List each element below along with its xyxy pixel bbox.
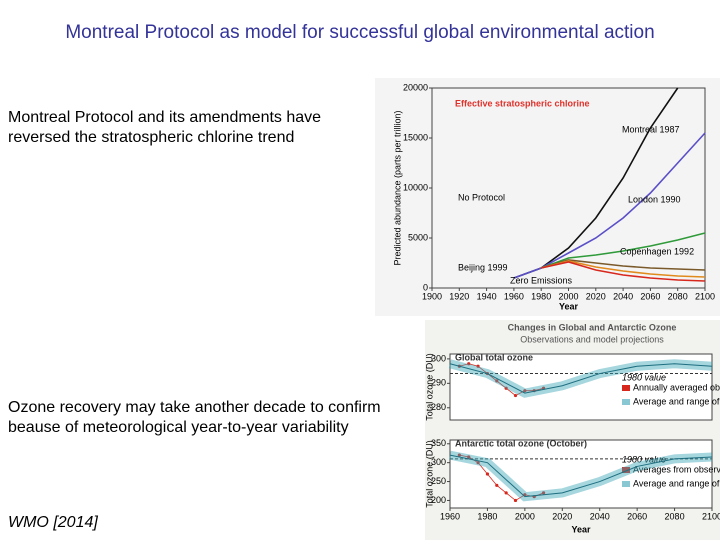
observation-point (495, 379, 499, 383)
y-tick-label: 200 (431, 495, 446, 505)
legend-swatch (622, 385, 630, 391)
plot-frame (449, 439, 713, 509)
chart-title: Effective stratospheric chlorine (455, 98, 590, 108)
y-tick-label: 300 (431, 353, 446, 363)
x-tick-label: 2000 (515, 511, 535, 521)
series-line (449, 363, 713, 394)
y-tick-label: 10000 (403, 182, 428, 192)
series-line (541, 261, 706, 282)
x-tick-label: 2060 (627, 511, 647, 521)
series-label: Beijing 1999 (458, 262, 508, 272)
observation-point (467, 362, 471, 366)
x-tick-label: 1980 (531, 291, 551, 301)
y-tick-label: 290 (431, 378, 446, 388)
x-tick-label: 1900 (422, 291, 442, 301)
x-tick-label: 2080 (665, 511, 685, 521)
plot-frame (449, 353, 713, 421)
y-axis-label: Total ozone (DU) (424, 353, 434, 421)
x-tick-label: 2040 (590, 511, 610, 521)
legend-label: Annually averaged observations (633, 382, 720, 392)
x-tick-label: 2080 (668, 291, 688, 301)
observation-point (513, 498, 518, 503)
series-label: Copenhagen 1992 (620, 246, 694, 256)
y-tick-label: 5000 (408, 232, 428, 242)
x-tick-label: 1960 (440, 511, 460, 521)
bullet: Ozone recovery may take another decade t… (8, 399, 381, 436)
x-axis-label: Year (571, 524, 591, 534)
y-tick-label: 300 (431, 457, 446, 467)
series-line (540, 259, 706, 271)
figure-subtitle: Observations and model projections (520, 334, 664, 344)
series-label: No Protocol (458, 192, 505, 202)
series-line (459, 363, 544, 397)
y-tick-label: 0 (423, 282, 428, 292)
x-tick-label: 2100 (702, 511, 720, 521)
chart-title: Antarctic total ozone (October) (455, 438, 587, 448)
x-tick-label: 2060 (640, 291, 660, 301)
figure-title: Changes in Global and Antarctic Ozone (508, 322, 677, 332)
legend-swatch (622, 481, 630, 487)
x-tick-label: 2020 (586, 291, 606, 301)
reference-label: 1980 value (622, 454, 666, 464)
observation-point (513, 393, 518, 398)
observation-point (541, 491, 546, 495)
observation-point (476, 461, 480, 465)
series-label: London 1990 (628, 194, 681, 204)
citation: WMO [2014] (8, 514, 98, 531)
observation-point (504, 386, 508, 390)
observation-point (495, 483, 499, 487)
x-tick-label: 2040 (613, 291, 633, 301)
observation-point (523, 389, 527, 393)
y-tick-label: 250 (431, 476, 446, 486)
x-tick-label: 1980 (477, 511, 497, 521)
observation-point (467, 455, 471, 459)
series-line (449, 454, 713, 498)
legend-label: Averages from observations (633, 464, 720, 474)
x-tick-label: 2100 (695, 291, 715, 301)
x-axis-label: Year (559, 301, 579, 311)
legend-swatch (622, 467, 630, 473)
legend-swatch (622, 399, 630, 405)
x-tick-label: 2020 (552, 511, 572, 521)
chart-title: Global total ozone (455, 352, 533, 362)
x-tick-label: 1940 (477, 291, 497, 301)
y-axis-label: Total ozone (DU) (424, 440, 434, 508)
observation-point (476, 364, 480, 368)
series-label: Zero Emissions (510, 275, 573, 285)
legend-label: Average and range of atmospheric model p… (633, 396, 720, 406)
series-label: Montreal 1987 (622, 124, 680, 134)
observation-point (485, 472, 490, 476)
series-line (540, 232, 706, 269)
y-tick-label: 280 (431, 402, 446, 412)
y-axis-label: Predicted abundance (parts per trillion) (392, 110, 402, 265)
slide-title: Montreal Protocol as model for successfu… (65, 22, 655, 43)
y-tick-label: 15000 (403, 132, 428, 142)
series-line (541, 260, 706, 278)
x-tick-label: 1920 (449, 291, 469, 301)
x-tick-label: 2000 (558, 291, 578, 301)
reference-label: 1980 value (622, 372, 666, 382)
y-tick-label: 20000 (403, 82, 428, 92)
legend-label: Average and range of atmospheric model p… (633, 478, 720, 488)
observation-point (504, 491, 508, 495)
bullet: Montreal Protocol and its amendments hav… (8, 109, 322, 146)
x-tick-label: 1960 (504, 291, 524, 301)
observation-point (457, 453, 461, 457)
y-tick-label: 350 (431, 438, 446, 448)
